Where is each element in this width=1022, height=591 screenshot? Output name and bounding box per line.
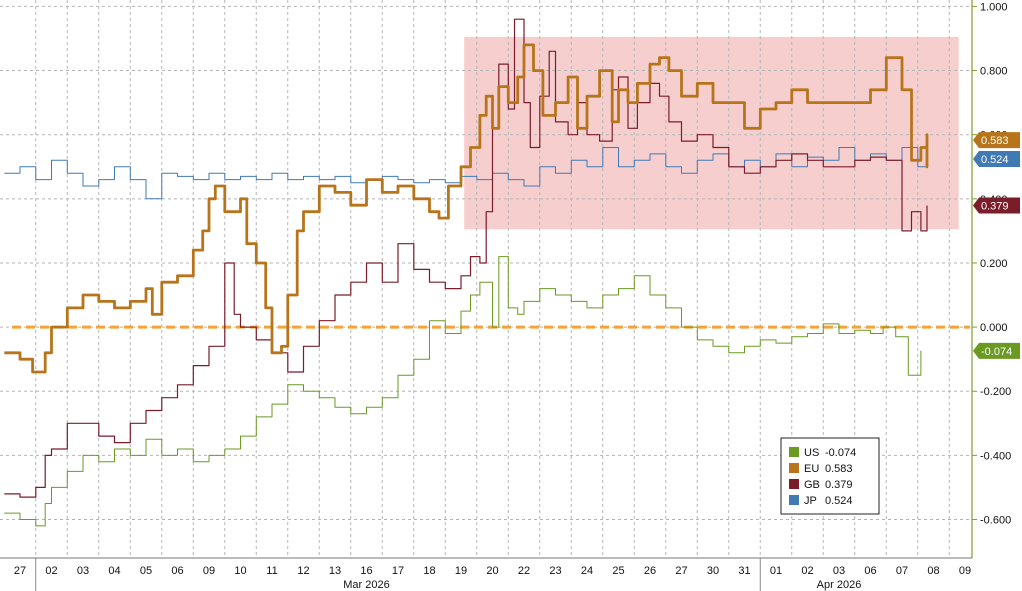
last-value-tag-jp: 0.524 <box>973 151 1020 168</box>
legend-name-us: US <box>804 447 819 459</box>
last-value-tags: -0.074 0.583 0.379 0.524 <box>973 132 1020 359</box>
legend-swatch-us <box>789 447 799 457</box>
x-axis-ticks: 27 02 03 04 05 06 09 10 11 12 13 16 17 18 19 20 22 23 24 25… <box>14 558 971 591</box>
x-tick-label-17: 23 <box>549 565 561 577</box>
x-tick-label-20: 26 <box>644 565 656 577</box>
month-label-0: Mar 2026 <box>343 579 389 591</box>
x-tick-label-6: 09 <box>203 565 215 577</box>
y-tick-label-4: 0.200 <box>980 258 1008 270</box>
legend-name-eu: EU <box>804 463 819 475</box>
legend-swatch-gb <box>789 479 799 489</box>
y-tick-label-8: -0.600 <box>980 515 1011 527</box>
last-value-tag-gb: 0.379 <box>973 197 1020 214</box>
highlight-rect <box>464 36 959 230</box>
legend-swatch-eu <box>789 463 799 473</box>
legend: US -0.074 EU 0.583 GB 0.379 JP 0.524 <box>780 437 880 515</box>
x-tick-label-28: 07 <box>896 565 908 577</box>
series-line-us <box>4 256 922 527</box>
tag-text-us: -0.074 <box>981 346 1012 358</box>
tag-text-gb: 0.379 <box>981 201 1009 213</box>
x-tick-label-21: 27 <box>675 565 687 577</box>
y-tick-label-5: 0.000 <box>980 322 1008 334</box>
x-tick-label-1: 02 <box>45 565 57 577</box>
x-tick-label-23: 31 <box>738 565 750 577</box>
x-tick-label-12: 17 <box>392 565 404 577</box>
x-tick-label-30: 09 <box>959 565 971 577</box>
legend-value-jp: 0.524 <box>825 495 853 507</box>
tag-text-eu: 0.583 <box>981 135 1009 147</box>
legend-name-gb: GB <box>804 479 820 491</box>
y-tick-label-0: 1.000 <box>980 1 1008 13</box>
legend-name-jp: JP <box>804 495 817 507</box>
tag-shape-jp <box>973 151 1020 168</box>
y-tick-label-6: -0.200 <box>980 386 1011 398</box>
x-tick-label-3: 04 <box>108 565 120 577</box>
series-line-eu <box>4 43 929 374</box>
series-line-gb <box>4 18 928 498</box>
x-tick-label-14: 19 <box>455 565 467 577</box>
x-tick-label-22: 30 <box>707 565 719 577</box>
month-label-1: Apr 2026 <box>817 579 862 591</box>
y-tick-label-7: -0.400 <box>980 450 1011 462</box>
series-lines <box>4 18 929 527</box>
tag-shape-gb <box>973 197 1020 214</box>
x-tick-label-24: 01 <box>770 565 782 577</box>
last-value-tag-us: -0.074 <box>973 342 1020 359</box>
x-tick-label-29: 08 <box>927 565 939 577</box>
x-tick-label-0: 27 <box>14 565 26 577</box>
y-axis-ticks: 1.0000.8000.6000.4000.2000.000-0.200-0.4… <box>972 1 1011 527</box>
x-tick-label-18: 24 <box>581 565 593 577</box>
x-tick-label-19: 25 <box>612 565 624 577</box>
x-tick-label-13: 18 <box>423 565 435 577</box>
legend-value-us: -0.074 <box>825 447 856 459</box>
x-tick-label-7: 10 <box>234 565 246 577</box>
x-tick-label-9: 12 <box>297 565 309 577</box>
x-tick-label-26: 03 <box>833 565 845 577</box>
y-tick-label-1: 0.800 <box>980 66 1008 78</box>
x-tick-label-11: 16 <box>360 565 372 577</box>
x-tick-label-15: 20 <box>486 565 498 577</box>
x-tick-label-2: 03 <box>77 565 89 577</box>
last-value-tag-eu: 0.583 <box>973 132 1020 149</box>
x-tick-label-5: 06 <box>171 565 183 577</box>
tag-shape-eu <box>973 132 1020 149</box>
x-tick-label-25: 02 <box>801 565 813 577</box>
x-tick-label-8: 11 <box>266 565 277 577</box>
legend-value-gb: 0.379 <box>825 479 853 491</box>
tag-shape-us <box>973 342 1020 359</box>
x-tick-label-16: 22 <box>518 565 530 577</box>
x-tick-label-10: 13 <box>329 565 341 577</box>
x-tick-label-4: 05 <box>140 565 152 577</box>
highlight-region <box>464 36 959 230</box>
tag-text-jp: 0.524 <box>981 154 1009 166</box>
x-tick-label-27: 06 <box>864 565 876 577</box>
legend-value-eu: 0.583 <box>825 463 853 475</box>
legend-swatch-jp <box>789 495 799 505</box>
